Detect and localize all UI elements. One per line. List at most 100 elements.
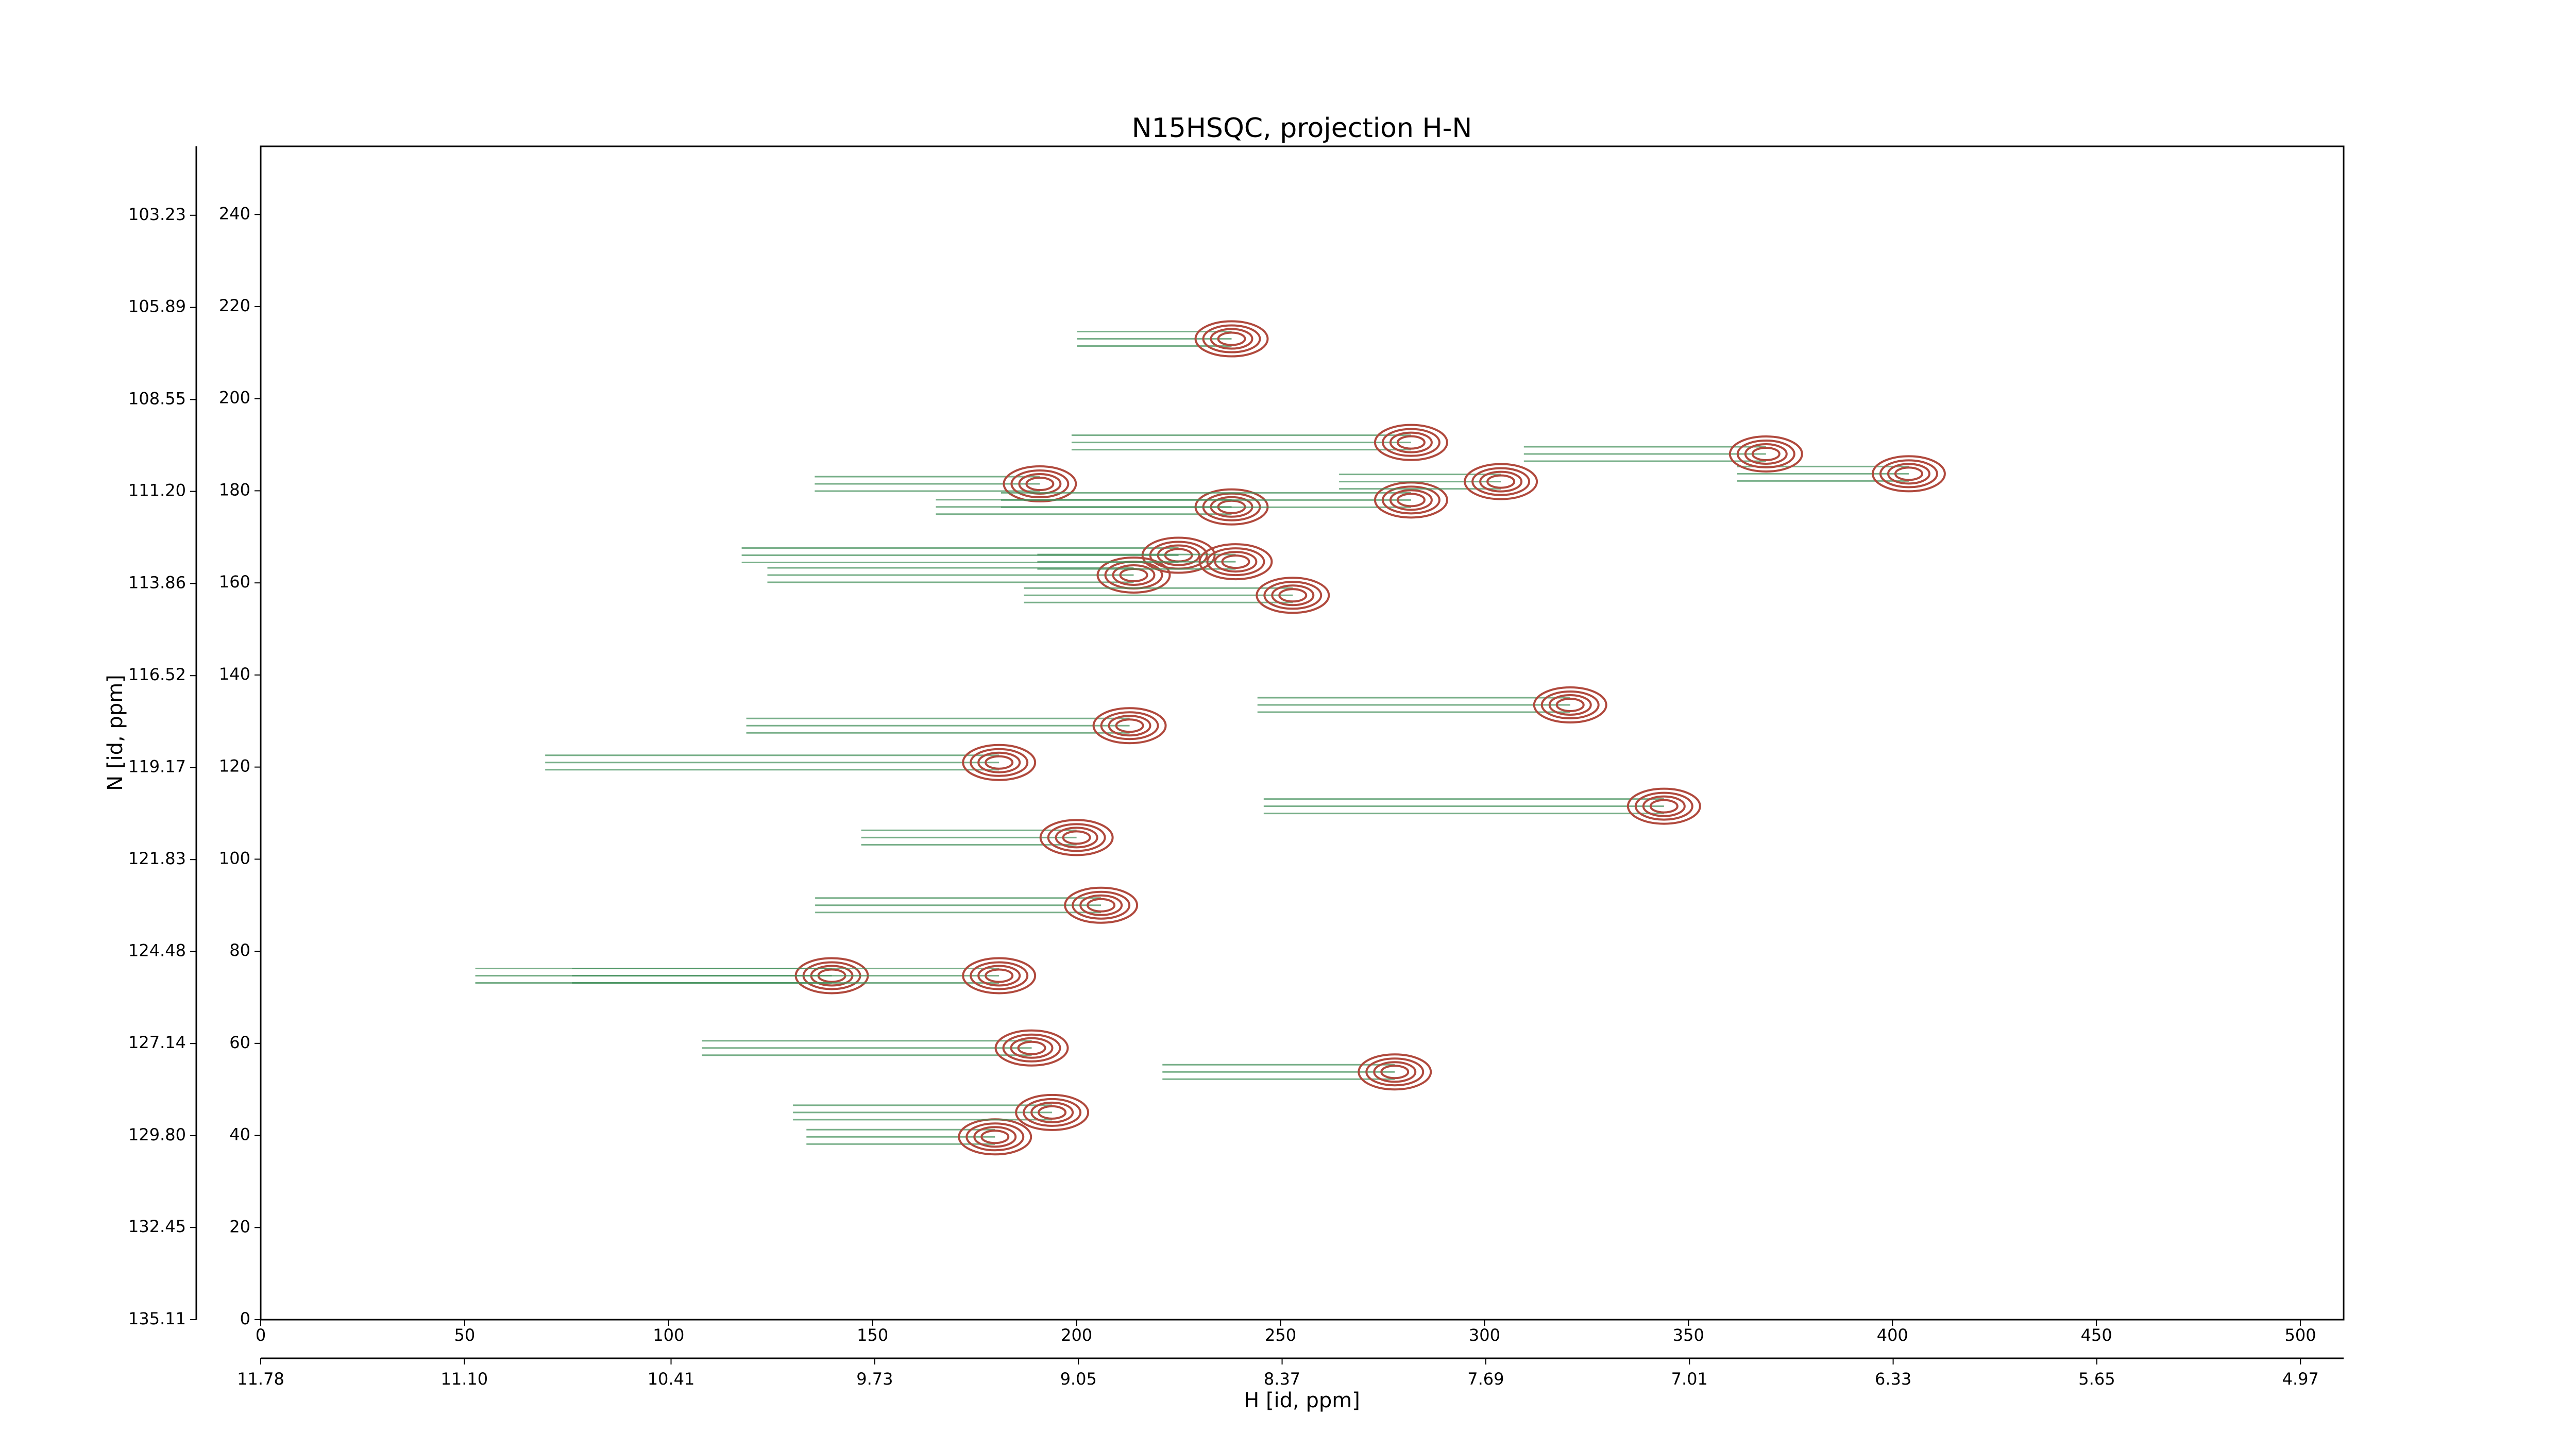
peak-contour [1626, 787, 1701, 825]
y2-tick-label: 108.55 [128, 389, 186, 408]
peak-contour [1112, 564, 1156, 586]
peak-contour [1202, 324, 1261, 353]
peak-contour [1100, 711, 1159, 740]
peak-contour [962, 744, 1037, 781]
x-tick-label: 50 [454, 1325, 476, 1345]
peak-contour [1540, 690, 1600, 719]
peak [1728, 435, 1803, 473]
y2-tick-label: 119.17 [128, 756, 186, 776]
peak-contour [1210, 328, 1253, 350]
plot-frame [260, 145, 2345, 1321]
x2-tick-label: 9.05 [1060, 1369, 1097, 1389]
y2-tick-label: 121.83 [128, 849, 186, 868]
peak-contour [1548, 694, 1592, 716]
peak-contour [970, 748, 1029, 777]
y2-tick-label: 127.14 [128, 1033, 186, 1052]
y2-tick-label: 129.80 [128, 1125, 186, 1144]
peak [1039, 819, 1114, 856]
peak-contour [1047, 823, 1106, 852]
peak-contour [1744, 443, 1788, 465]
peak-contour [1017, 1040, 1046, 1055]
peak-contour [1062, 830, 1091, 845]
peak [1092, 707, 1167, 745]
x-tick-label: 400 [1877, 1325, 1908, 1345]
x-tick-label: 0 [256, 1325, 266, 1345]
peak-contour [1486, 474, 1516, 489]
x2-tick-label: 11.10 [441, 1369, 488, 1389]
x-tick-label: 500 [2285, 1325, 2316, 1345]
peak-contour [1010, 1037, 1054, 1059]
y2-tick-label: 105.89 [128, 297, 186, 316]
peak-contour [1198, 543, 1273, 581]
peak [1003, 465, 1077, 503]
peak-contour [1055, 827, 1098, 849]
peak-contour [1096, 556, 1171, 594]
y-tick-label: 60 [229, 1033, 250, 1052]
y-tick-label: 220 [219, 296, 250, 315]
peak-contour [1087, 898, 1116, 913]
peak-contour [1471, 467, 1531, 496]
y-tick-label: 180 [219, 480, 250, 499]
peak-contour [1003, 465, 1077, 503]
peak-contour [985, 755, 1014, 770]
peak-contour [1217, 331, 1246, 346]
y2-tick-label: 116.52 [128, 665, 186, 684]
y-tick-label: 160 [219, 572, 250, 592]
peak [1198, 543, 1273, 581]
y-tick-label: 40 [229, 1125, 250, 1144]
peak-contour [1871, 455, 1946, 493]
x2-tick-label: 4.97 [2282, 1369, 2319, 1389]
peak-contour [1365, 1057, 1425, 1087]
peak [1358, 1053, 1432, 1091]
peak-contour [1389, 431, 1433, 453]
y-tick-label: 120 [219, 756, 250, 776]
x2-tick-label: 9.73 [856, 1369, 893, 1389]
peak [1464, 463, 1538, 500]
x2-tick-label: 10.41 [648, 1369, 695, 1389]
y2-tick-label: 111.20 [128, 481, 186, 500]
peak-contour [1271, 584, 1315, 606]
peak [962, 957, 1037, 995]
peak-contour [1380, 1065, 1410, 1080]
peak-contour [1479, 470, 1523, 493]
peak-contour [1381, 428, 1440, 457]
x2-tick-label: 6.33 [1875, 1369, 1911, 1389]
peak-contour [1894, 466, 1923, 481]
peak-contour [1256, 577, 1330, 614]
y-tick-label: 0 [240, 1309, 250, 1328]
y2-tick-label: 124.48 [128, 940, 186, 960]
x2-tick-label: 5.65 [2078, 1369, 2115, 1389]
peak [1533, 686, 1607, 723]
peak-contour [1533, 686, 1607, 723]
peak-contour [1381, 485, 1440, 515]
peak-contour [1736, 439, 1795, 468]
peak-contour [1278, 588, 1308, 603]
peak-contour [1030, 1101, 1074, 1123]
y2-tick-label: 132.45 [128, 1217, 186, 1236]
peak-contour [977, 751, 1021, 773]
peak-contour [1358, 1053, 1432, 1091]
peak-contour [1194, 320, 1269, 358]
peak-contour [980, 1130, 1010, 1144]
peak-contour [1374, 481, 1448, 519]
peak-contour [1072, 890, 1131, 920]
peak-contour [1396, 493, 1426, 508]
peak-contour [973, 1126, 1017, 1148]
peak [1374, 424, 1448, 461]
peak-contour [1039, 819, 1114, 856]
y-axis-label: N [id, ppm] [104, 675, 127, 791]
peak-contour [1464, 463, 1538, 500]
peak-contour [994, 1029, 1069, 1067]
x2-tick-label: 8.37 [1264, 1369, 1300, 1389]
peak-contour [1221, 554, 1250, 569]
peak-contour [1887, 463, 1930, 485]
peak-contour [1728, 435, 1803, 473]
peak-contour [1015, 1093, 1090, 1131]
chart-title: N15HSQC, projection H-N [1132, 113, 1472, 144]
x-tick-label: 200 [1061, 1325, 1092, 1345]
peak-contour [1642, 795, 1686, 817]
peak-contour [1214, 551, 1258, 573]
x-tick-label: 150 [857, 1325, 888, 1345]
peak-contour [1634, 791, 1693, 821]
